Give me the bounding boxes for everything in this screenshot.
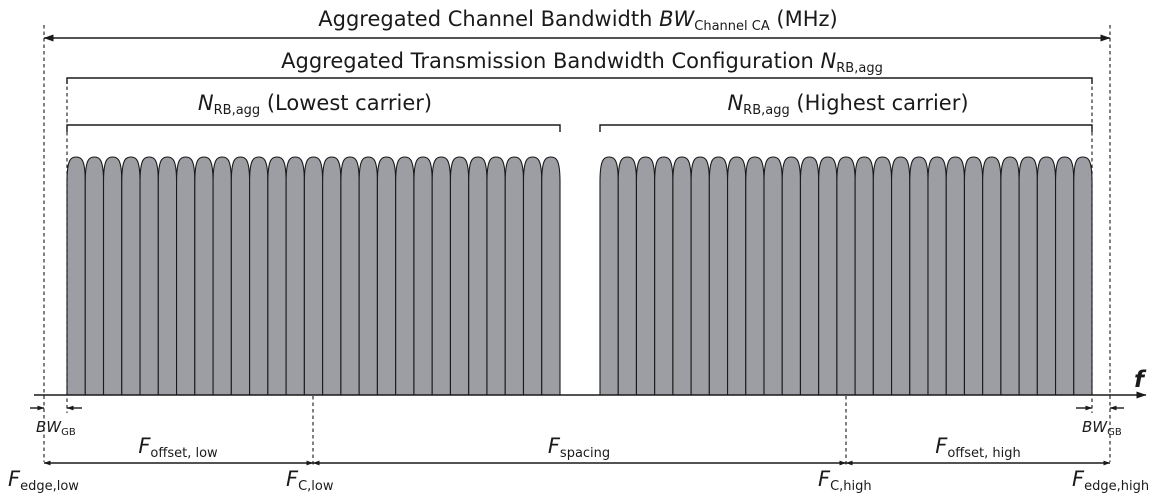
resource-block-high [982, 156, 1002, 396]
resource-block-low [139, 156, 159, 396]
resource-block-high [1055, 156, 1075, 396]
resource-block-low [431, 156, 451, 396]
resource-block-high [690, 156, 710, 396]
resource-block-low [157, 156, 178, 396]
resource-block-low [541, 156, 561, 396]
offset-low-label: Foffset, low [138, 434, 218, 461]
resource-block-low [176, 156, 196, 396]
lowest-carrier-resource-blocks [66, 156, 561, 396]
resource-block-high [617, 156, 637, 396]
resource-block-high [945, 156, 965, 396]
resource-block-low [230, 156, 251, 396]
transmission-bandwidth-label: Aggregated Transmission Bandwidth Config… [281, 49, 883, 76]
resource-block-low [267, 156, 287, 396]
resource-block-low [66, 156, 86, 396]
resource-block-high [799, 156, 820, 396]
resource-block-low [102, 156, 123, 396]
offset-high-label: Foffset, high [935, 434, 1020, 461]
resource-block-high [963, 156, 984, 396]
resource-block-high [745, 156, 765, 396]
resource-block-low [376, 156, 397, 396]
lowest-carrier-bracket [66, 124, 561, 132]
resource-block-high [672, 156, 692, 396]
edge-low-label: Fedge,low [8, 467, 79, 494]
resource-block-low [468, 156, 488, 396]
resource-block-low [303, 156, 324, 396]
highest-carrier-label: NRB,agg (Highest carrier) [727, 91, 968, 118]
highest-carrier-resource-blocks [599, 156, 1093, 396]
resource-block-low [285, 156, 305, 396]
highest-carrier-bracket [599, 124, 1093, 132]
spacing-label: Fspacing [548, 434, 610, 461]
lowest-carrier-label: NRB,agg (Lowest carrier) [198, 91, 432, 118]
center-low-label: FC,low [286, 467, 334, 494]
frequency-axis-label: f [1134, 367, 1147, 393]
resource-block-low [522, 156, 543, 396]
resource-block-low [504, 156, 525, 396]
resource-block-low [249, 156, 269, 396]
guard-band-high-label: BWGB [1082, 418, 1122, 438]
resource-block-low [322, 156, 342, 396]
resource-block-low [340, 156, 360, 396]
resource-block-high [1036, 156, 1057, 396]
resource-block-high [1073, 156, 1093, 396]
resource-block-high [836, 156, 856, 396]
resource-block-low [449, 156, 470, 396]
resource-block-high [872, 156, 893, 396]
resource-block-high [854, 156, 874, 396]
resource-block-high [654, 156, 674, 396]
resource-block-high [708, 156, 729, 396]
resource-block-low [84, 156, 105, 396]
transmission-bandwidth-bracket [66, 77, 1093, 84]
resource-block-high [599, 156, 619, 396]
resource-block-high [909, 156, 929, 396]
resource-block-low [486, 156, 506, 396]
edge-high-label: Fedge,high [1072, 467, 1149, 494]
resource-block-high [727, 156, 747, 396]
resource-block-high [891, 156, 911, 396]
resource-block-high [1018, 156, 1038, 396]
resource-block-high [781, 156, 801, 396]
resource-block-high [635, 156, 656, 396]
resource-block-low [212, 156, 232, 396]
guard-band-low-label: BWGB [36, 418, 76, 438]
resource-block-low [121, 156, 141, 396]
resource-block-low [395, 156, 415, 396]
center-high-label: FC,high [818, 467, 872, 494]
resource-block-high [818, 156, 838, 396]
resource-block-low [194, 156, 214, 396]
resource-block-high [927, 156, 947, 396]
channel-bandwidth-label: Aggregated Channel Bandwidth BWChannel C… [318, 7, 838, 34]
resource-block-low [358, 156, 378, 396]
resource-block-low [413, 156, 433, 396]
resource-block-high [1000, 156, 1020, 396]
resource-block-high [763, 156, 783, 396]
